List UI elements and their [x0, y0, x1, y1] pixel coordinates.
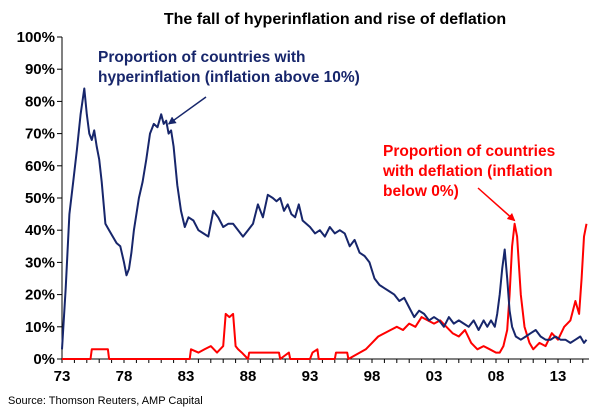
source-note: Source: Thomson Reuters, AMP Capital [8, 395, 203, 407]
hyperinflation-line [61, 87, 588, 350]
chart-title: The fall of hyperinflation and rise of d… [164, 11, 506, 28]
annotation-text-line: Proportion of countries [383, 143, 555, 160]
annotations: Proportion of countries with hyperinflati… [98, 49, 555, 222]
y-tick-label: 90% [25, 61, 55, 78]
x-tick-label: 93 [302, 368, 319, 385]
y-tick-label: 10% [25, 319, 55, 336]
x-axis: 73 78 83 88 93 98 03 08 13 [54, 358, 589, 385]
annotation-arrow [167, 96, 207, 125]
x-tick-label: 08 [488, 368, 505, 385]
x-tick-label: 98 [364, 368, 381, 385]
y-tick-label: 20% [25, 287, 55, 304]
y-axis: 0% 10% 20% 30% 40% 50% 60% 70% 80% 90% 100% [17, 29, 63, 368]
y-tick-label: 70% [25, 126, 55, 143]
y-tick-label: 80% [25, 93, 55, 110]
y-tick-label: 40% [25, 222, 55, 239]
y-tick-label: 100% [17, 29, 55, 46]
annotation-text-line: with deflation (inflation [382, 163, 553, 180]
plot-area [61, 87, 588, 360]
deflation-line [62, 222, 588, 360]
annotation-arrow [477, 187, 516, 222]
y-tick-label: 0% [33, 351, 55, 368]
annotation-text-line: below 0%) [383, 183, 459, 200]
y-tick-label: 50% [25, 190, 55, 207]
x-tick-label: 73 [54, 368, 71, 385]
x-tick-label: 03 [426, 368, 443, 385]
x-tick-label: 78 [116, 368, 133, 385]
x-tick-label: 88 [240, 368, 257, 385]
annotation-text-line: hyperinflation (inflation above 10%) [98, 69, 360, 86]
x-tick-label: 83 [178, 368, 195, 385]
annotation-text-line: Proportion of countries with [98, 49, 306, 66]
y-tick-label: 60% [25, 158, 55, 175]
y-tick-label: 30% [25, 254, 55, 271]
x-tick-label: 13 [550, 368, 567, 385]
